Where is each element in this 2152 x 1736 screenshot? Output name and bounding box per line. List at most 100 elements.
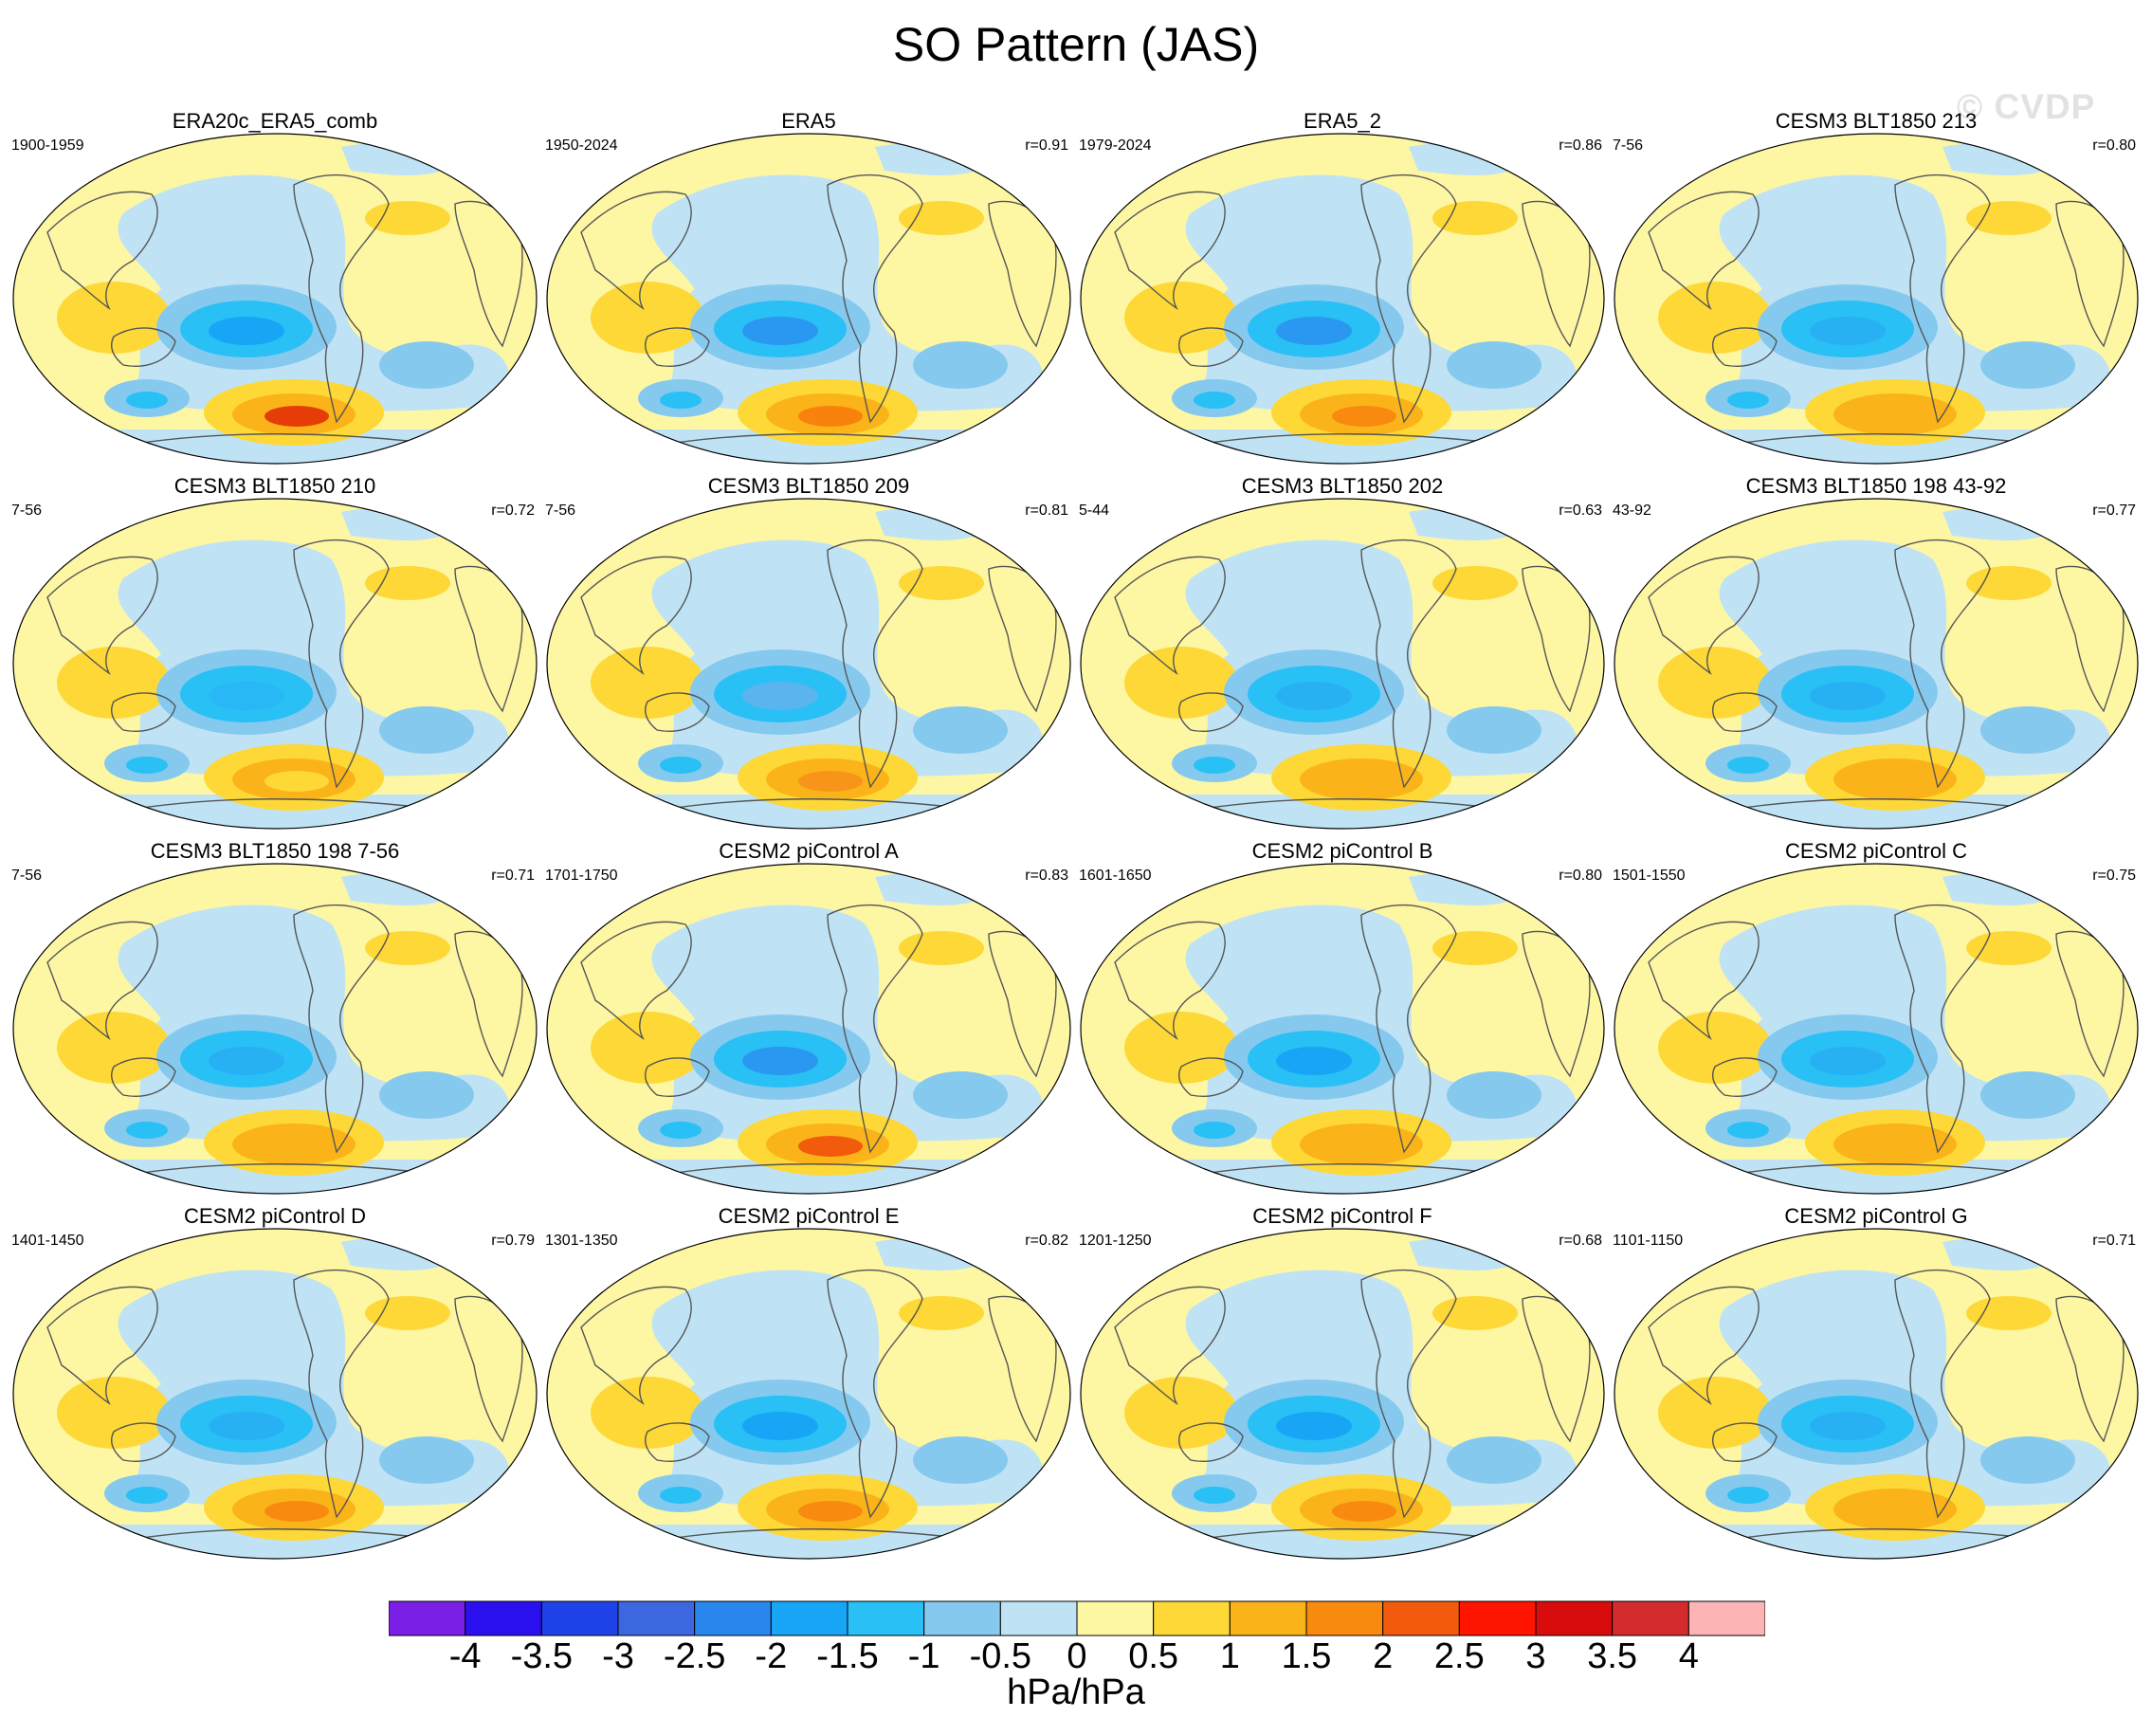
panel-period: 1979-2024 [1079, 137, 1152, 154]
watermark: © CVDP [1957, 87, 2096, 126]
map-border [12, 1228, 538, 1560]
map-panel: ERA5 1950-2024 r=0.91 [543, 109, 1074, 469]
panel-period: 43-92 [1613, 503, 1651, 519]
field-positive-south-core [1332, 406, 1396, 427]
map-border [1080, 133, 1605, 465]
map-border [546, 1228, 1071, 1560]
field-negative-core [209, 1047, 284, 1075]
field-negative-atlantic [1447, 341, 1541, 389]
field-negative-core [1276, 317, 1352, 345]
field-positive-south-core [1332, 771, 1396, 792]
coastline-asia [580, 191, 692, 311]
field-positive-south-core [798, 1136, 863, 1157]
map [546, 863, 1071, 1195]
colorbar-swatch [847, 1600, 925, 1636]
map [546, 1228, 1071, 1560]
field-positive-indian [1658, 647, 1772, 719]
map [1080, 1228, 1605, 1560]
coastline-asia [1114, 1286, 1226, 1406]
field-negative-arctic [341, 508, 455, 540]
field-positive-northatlantic [1432, 566, 1518, 600]
panel-period: 7-56 [1613, 137, 1644, 154]
panel-correlation: r=0.82 [1025, 1233, 1068, 1249]
map [1614, 863, 2139, 1195]
colorbar-tick-label: 1 [1219, 1636, 1240, 1676]
coastline-asia [1648, 556, 1760, 676]
field-negative-southwest-core [1727, 392, 1769, 409]
panel-title: CESM3 BLT1850 198 43-92 [1745, 474, 2007, 498]
coastline-asia [1648, 921, 1760, 1041]
colorbar-tick-label: 4 [1678, 1636, 1699, 1676]
coastline-asia [46, 191, 158, 311]
field-negative-atlantic [379, 1071, 474, 1119]
field-negative-arctic [1409, 1238, 1523, 1270]
map-border [1614, 498, 2139, 830]
colorbar-swatch [1612, 1600, 1689, 1636]
panel-correlation: r=0.80 [1559, 868, 1602, 884]
coastline-americas [827, 539, 923, 789]
colorbar-swatch [1687, 1600, 1765, 1636]
field-positive-indian [591, 647, 704, 719]
map [1614, 498, 2139, 830]
coastline-australia [111, 692, 176, 732]
coastline-asia [1648, 1286, 1760, 1406]
field-negative-southwest-core [1727, 1487, 1769, 1504]
coastline-americas [293, 174, 390, 424]
map-border [546, 498, 1071, 830]
field-negative-atlantic [379, 341, 474, 389]
field-positive-south-core [1866, 771, 1930, 792]
field-negative-core [209, 682, 284, 710]
colorbar-swatch [770, 1600, 848, 1636]
map-border [546, 133, 1071, 465]
colorbar-swatch [1458, 1600, 1537, 1636]
colorbar-swatch [1535, 1600, 1614, 1636]
panel-title: CESM3 BLT1850 213 [1775, 109, 1978, 133]
map-panel: CESM2 piControl D 1401-1450 r=0.79 [9, 1204, 540, 1564]
coastline-australia [111, 1422, 176, 1462]
coastline-australia [111, 327, 176, 367]
field-positive-indian [1658, 1377, 1772, 1449]
field-positive-northatlantic [1966, 201, 2052, 235]
panel-correlation: r=0.80 [2092, 137, 2136, 154]
field-positive-northatlantic [1432, 1296, 1518, 1330]
field-positive-northatlantic [1432, 931, 1518, 965]
panel-period: 7-56 [545, 503, 576, 519]
field-negative-core [742, 682, 818, 710]
field-positive-northatlantic [1966, 931, 2052, 965]
field-positive-indian [1124, 1012, 1238, 1084]
map-panel: CESM2 piControl B 1601-1650 r=0.80 [1077, 839, 1608, 1199]
panel-title: CESM2 piControl C [1785, 839, 1967, 863]
map-border [1080, 498, 1605, 830]
colorbar-units: hPa/hPa [1007, 1672, 1145, 1712]
field-negative-arctic [875, 1238, 989, 1270]
map-border [1614, 1228, 2139, 1560]
coastline-asia [580, 921, 692, 1041]
coastline-americas [827, 904, 923, 1154]
field-negative-core [1276, 1047, 1352, 1075]
field-positive-south-core [1332, 1501, 1396, 1522]
coastline-australia [1712, 692, 1778, 732]
field-negative-core [209, 317, 284, 345]
colorbar-tick-label: -1 [907, 1636, 940, 1676]
colorbar-swatch [923, 1600, 1001, 1636]
panel-correlation: r=0.91 [1025, 137, 1068, 154]
field-negative-arctic [341, 1238, 455, 1270]
panel-title: CESM3 BLT1850 210 [173, 474, 376, 498]
panel-title: CESM3 BLT1850 202 [1241, 474, 1444, 498]
coastline-asia [46, 1286, 158, 1406]
field-positive-northatlantic [1432, 201, 1518, 235]
coastline-asia [1114, 921, 1226, 1041]
coastline-australia [645, 692, 710, 732]
map [12, 1228, 538, 1560]
field-positive-indian [57, 647, 171, 719]
field-positive-indian [1124, 1377, 1238, 1449]
map-panel: CESM2 piControl C 1501-1550 r=0.75 [1611, 839, 2142, 1199]
panel-period: 1950-2024 [545, 137, 618, 154]
map-panel: CESM3 BLT1850 213 7-56 r=0.80 [1611, 109, 2142, 469]
coastline-asia [46, 556, 158, 676]
coastline-australia [1178, 327, 1244, 367]
field-positive-northatlantic [899, 566, 984, 600]
map-panel: CESM2 piControl G 1101-1150 r=0.71 [1611, 1204, 2142, 1564]
panel-period: 7-56 [11, 868, 43, 884]
panel-period: 1301-1350 [545, 1233, 618, 1249]
